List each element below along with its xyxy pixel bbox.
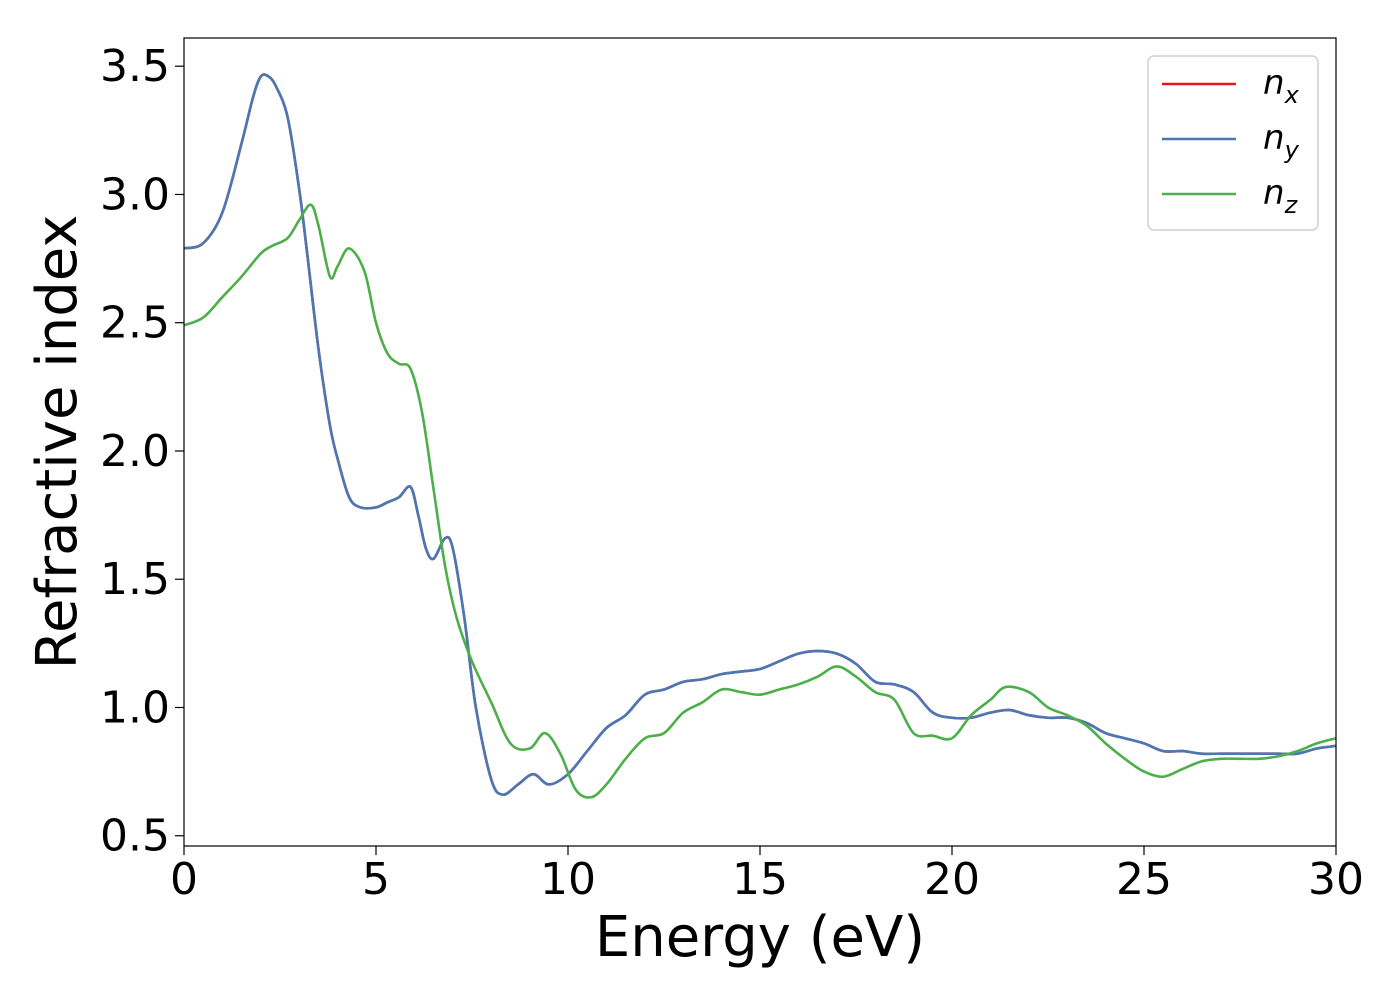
x-tick-label: 15 [732, 854, 788, 905]
legend-label-y: ny [1263, 118, 1300, 164]
y-tick-label: 3.5 [100, 41, 170, 92]
legend-label-x: nx [1263, 63, 1300, 109]
x-axis-ticks: 0 5 10 15 20 25 30 [170, 846, 1364, 905]
legend: nx ny nz [1147, 55, 1319, 231]
x-tick-label: 25 [1116, 854, 1172, 905]
x-tick-label: 30 [1308, 854, 1364, 905]
y-axis-ticks: 0.5 1.0 1.5 2.0 2.5 3.0 3.5 [100, 41, 184, 862]
x-tick-label: 0 [170, 854, 198, 905]
series-layer [184, 73, 1336, 799]
y-tick-label: 3.0 [100, 169, 170, 220]
y-axis-title: Refractive index [25, 215, 90, 670]
y-tick-label: 1.0 [100, 682, 170, 733]
x-axis-title: Energy (eV) [595, 905, 925, 970]
x-tick-label: 5 [362, 854, 390, 905]
y-tick-label: 2.5 [100, 298, 170, 349]
legend-label-z: nz [1263, 173, 1299, 219]
y-tick-label: 0.5 [100, 811, 170, 862]
series-line-n-z [184, 203, 1336, 799]
y-tick-label: 1.5 [100, 554, 170, 605]
x-tick-label: 20 [924, 854, 980, 905]
legend-box [1147, 55, 1319, 231]
y-tick-label: 2.0 [100, 426, 170, 477]
series-line-n-y [184, 73, 1336, 797]
x-tick-label: 10 [540, 854, 596, 905]
